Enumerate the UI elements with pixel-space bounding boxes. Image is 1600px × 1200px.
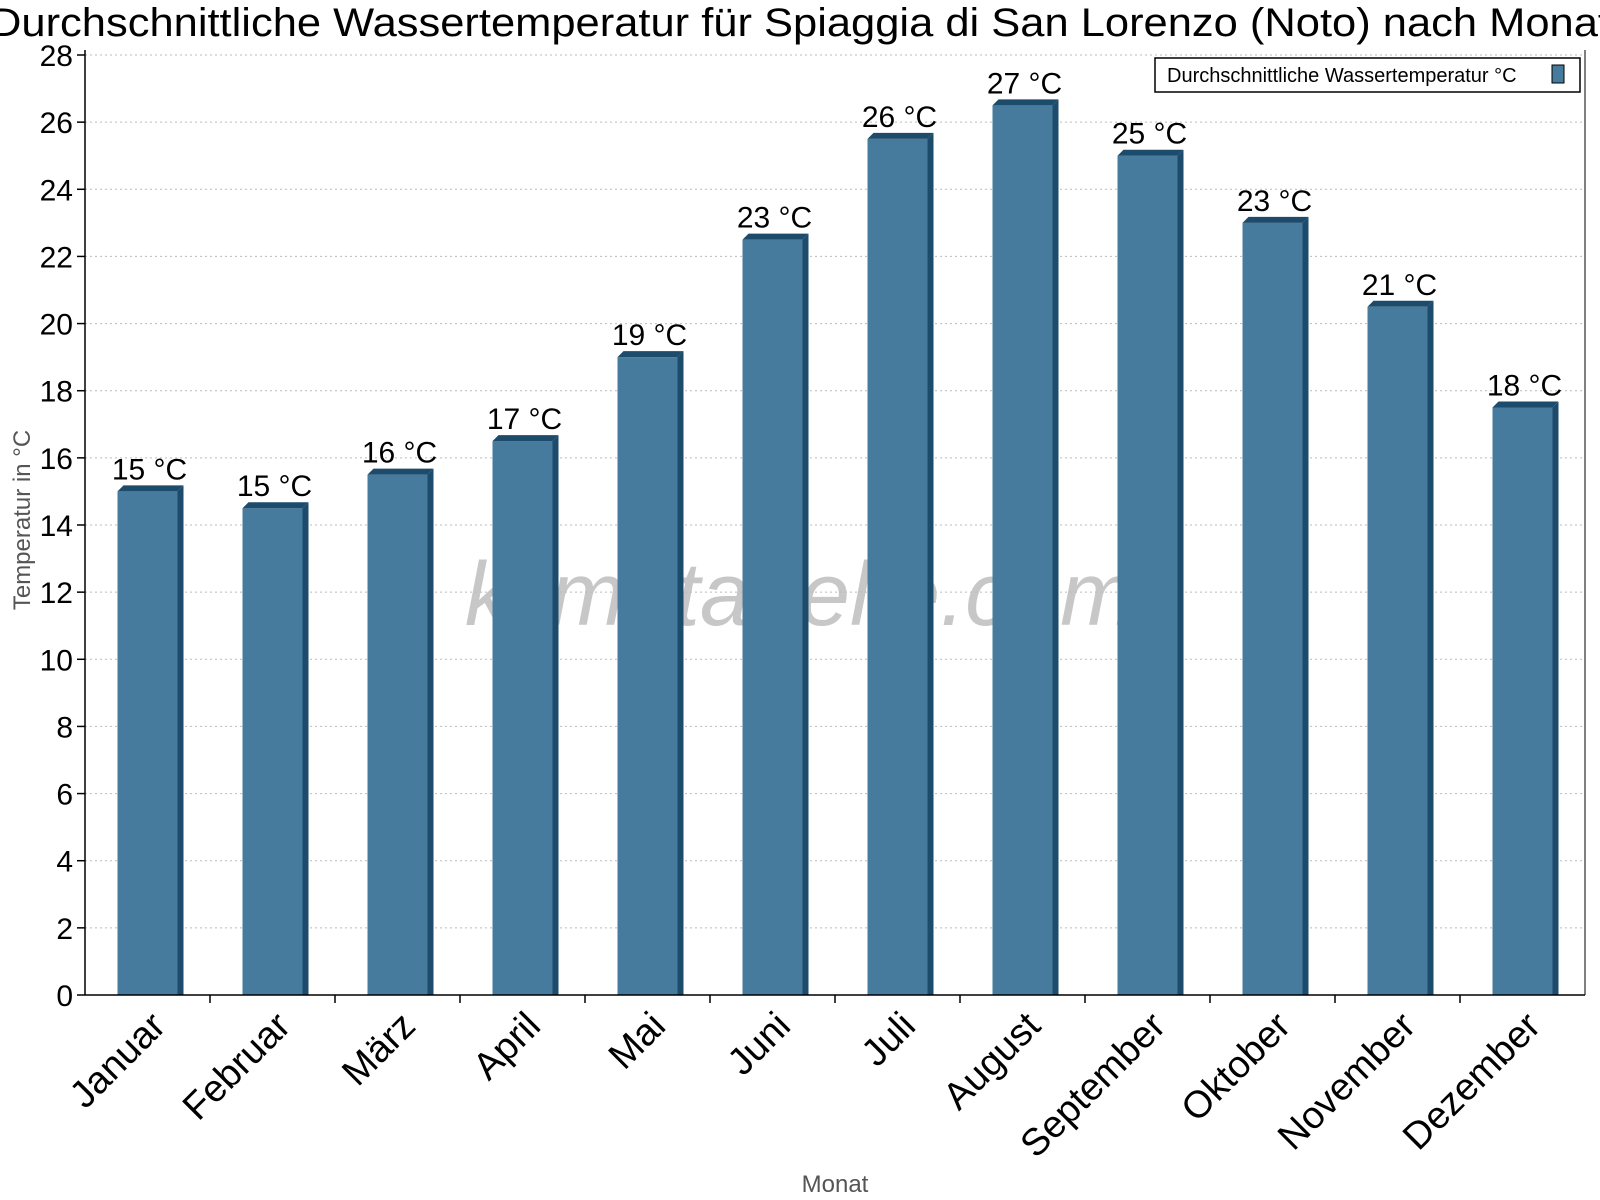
x-tick-label: April xyxy=(465,1005,548,1088)
chart-title: Durchschnittliche Wassertemperatur für S… xyxy=(0,1,1600,45)
bar-side xyxy=(427,468,434,996)
data-label: 23 °C xyxy=(737,202,812,235)
y-tick-label: 8 xyxy=(56,711,73,744)
bar-top xyxy=(1117,149,1184,156)
y-tick-label: 14 xyxy=(40,510,73,543)
data-label: 21 °C xyxy=(1362,269,1437,302)
y-tick-label: 0 xyxy=(56,980,73,1013)
bar xyxy=(867,132,934,995)
bar xyxy=(992,99,1059,996)
y-tick-label: 26 xyxy=(40,107,73,140)
data-labels: 15 °C 15 °C 16 °C 17 °C 19 °C 23 °C 26 °C 27 °C… xyxy=(112,67,1562,503)
data-label: 18 °C xyxy=(1487,370,1562,403)
data-label: 23 °C xyxy=(1237,185,1312,218)
bar-side xyxy=(1427,300,1434,995)
bar xyxy=(367,468,434,996)
bar-top xyxy=(1492,401,1559,408)
bar-top xyxy=(367,468,434,475)
bar xyxy=(242,502,309,995)
bar-side xyxy=(927,132,934,995)
bar xyxy=(117,485,184,995)
bar xyxy=(617,351,684,996)
x-tick-label: Juni xyxy=(720,1005,799,1084)
y-tick-label: 22 xyxy=(40,241,73,274)
y-tick-label: 16 xyxy=(40,443,73,476)
bar xyxy=(1117,149,1184,995)
bar-front xyxy=(117,491,178,995)
legend-swatch xyxy=(1551,64,1565,84)
bar xyxy=(742,233,809,996)
legend-box xyxy=(1154,57,1581,93)
bar-front xyxy=(242,508,303,995)
bar-side xyxy=(1552,401,1559,995)
data-label: 25 °C xyxy=(1112,118,1187,151)
grid-lines xyxy=(85,54,1585,929)
y-tick-label: 20 xyxy=(40,309,73,342)
data-label: 19 °C xyxy=(612,319,687,352)
data-label: 26 °C xyxy=(862,101,937,134)
bar-front xyxy=(1242,222,1303,995)
data-label: 15 °C xyxy=(237,470,312,503)
x-tick-label: August xyxy=(936,1004,1050,1118)
bar-front xyxy=(1117,155,1178,995)
y-tick-label: 4 xyxy=(56,846,73,879)
y-axis-title: Temperatur in °C xyxy=(9,430,36,610)
bar-side xyxy=(302,502,309,995)
x-tick-label: Juli xyxy=(854,1005,924,1075)
bar-top xyxy=(867,132,934,139)
bar-side xyxy=(1302,216,1309,995)
bar xyxy=(1242,216,1309,995)
bar-top xyxy=(742,233,809,240)
bar-side xyxy=(552,435,559,996)
bar-top xyxy=(992,99,1059,106)
x-tick-label: Mai xyxy=(601,1005,674,1078)
bar xyxy=(1492,401,1559,995)
bar-top xyxy=(1242,216,1309,223)
data-label: 17 °C xyxy=(487,403,562,436)
y-tick-label: 2 xyxy=(56,913,73,946)
data-label: 16 °C xyxy=(362,437,437,470)
bar-front xyxy=(742,239,803,996)
legend-label: Durchschnittliche Wassertemperatur °C xyxy=(1167,65,1517,87)
bar-top xyxy=(117,485,184,492)
bar-front xyxy=(1492,407,1553,995)
x-tick-label: Februar xyxy=(175,1004,299,1128)
data-label: 27 °C xyxy=(987,67,1062,100)
y-tick-label: 10 xyxy=(40,644,73,677)
bar-front xyxy=(867,138,928,995)
x-tick-labels: Januar Februar März April Mai Juni Juli AugustS… xyxy=(62,1004,1549,1165)
y-tick-label: 6 xyxy=(56,779,73,812)
bar-side xyxy=(677,351,684,996)
data-label: 15 °C xyxy=(112,453,187,486)
y-tick-label: 18 xyxy=(40,376,73,409)
bar-front xyxy=(367,474,428,996)
bar-front xyxy=(1367,306,1428,995)
bar-front xyxy=(617,357,678,996)
x-axis-title: Monat xyxy=(802,1171,869,1198)
y-tick-label: 12 xyxy=(40,577,73,610)
bar xyxy=(1367,300,1434,995)
bar-side xyxy=(802,233,809,996)
bar-top xyxy=(242,502,309,509)
bar-side xyxy=(1052,99,1059,996)
bar-front xyxy=(992,105,1053,996)
bar xyxy=(492,435,559,996)
x-tick-label: März xyxy=(334,1005,423,1094)
bar-side xyxy=(177,485,184,995)
y-tick-label: 24 xyxy=(40,174,73,207)
x-tick-label: Dezember xyxy=(1395,1004,1549,1158)
bar-side xyxy=(1177,149,1184,995)
axes xyxy=(77,50,1586,1003)
bar-top xyxy=(492,435,559,442)
legend: Durchschnittliche Wassertemperatur °C xyxy=(1154,57,1581,93)
bar-top xyxy=(1367,300,1434,307)
bars xyxy=(117,99,1559,996)
bar-top xyxy=(617,351,684,358)
bar-front xyxy=(492,441,553,996)
x-tick-label: Januar xyxy=(62,1004,174,1116)
x-tick-label: Oktober xyxy=(1174,1004,1300,1130)
y-tick-label: 28 xyxy=(40,40,73,73)
